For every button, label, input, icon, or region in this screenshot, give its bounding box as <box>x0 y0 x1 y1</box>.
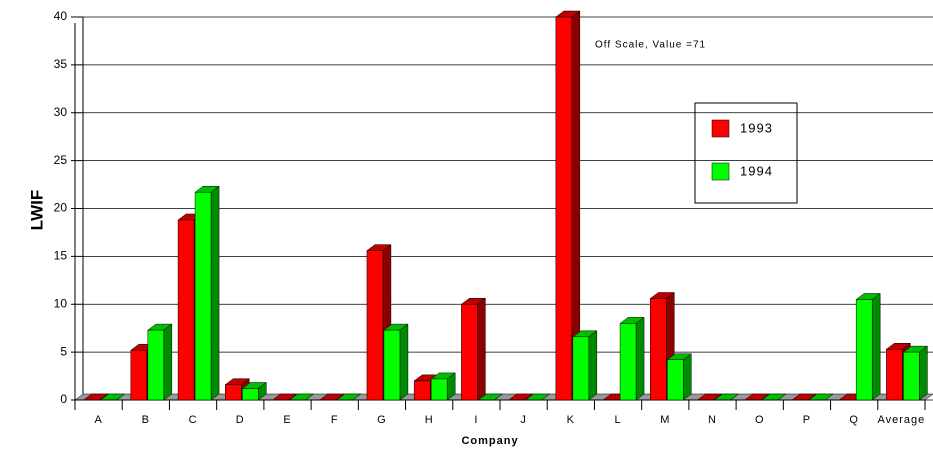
bar <box>241 382 268 401</box>
x-tick-label: F <box>331 414 339 426</box>
y-tick-label: 35 <box>54 57 68 71</box>
x-tick-label: Average <box>877 414 925 426</box>
legend-swatch <box>711 162 730 181</box>
bar <box>335 393 362 401</box>
x-axis-label: Company <box>461 435 518 447</box>
bar <box>791 393 817 401</box>
y-tick-label: 5 <box>60 344 67 358</box>
bar <box>430 372 456 401</box>
bar <box>147 323 173 401</box>
x-tick-label: E <box>283 414 291 426</box>
legend-box <box>694 102 798 204</box>
bar <box>271 393 298 401</box>
bar <box>318 393 345 401</box>
y-tick-label: 20 <box>54 201 68 215</box>
bar <box>460 297 487 401</box>
bar <box>696 393 723 401</box>
bar <box>383 323 409 401</box>
y-tick-label: 15 <box>54 249 68 263</box>
x-tick-label: H <box>425 414 434 426</box>
x-tick-label: I <box>474 414 478 426</box>
bar <box>666 353 693 401</box>
bar <box>507 393 534 401</box>
y-tick-label: 10 <box>54 296 68 310</box>
legend-swatch <box>711 119 730 138</box>
bar <box>555 10 581 401</box>
bar <box>855 292 881 401</box>
legend-label: 1993 <box>740 120 773 135</box>
y-tick-label: 0 <box>60 392 67 406</box>
bar <box>99 393 126 401</box>
x-tick-label: K <box>567 414 575 426</box>
x-tick-label: L <box>614 414 621 426</box>
bar <box>82 393 109 401</box>
bar <box>760 393 787 401</box>
bar <box>619 316 645 401</box>
bar <box>477 393 504 401</box>
x-tick-label: N <box>708 414 717 426</box>
y-tick-label: 30 <box>54 105 68 119</box>
x-tick-label: J <box>520 414 527 426</box>
x-tick-label: P <box>803 414 811 426</box>
x-tick-label: C <box>189 414 198 426</box>
y-axis-label: LWIF <box>27 190 46 231</box>
x-tick-label: A <box>94 414 102 426</box>
bar <box>743 393 770 401</box>
bar <box>808 393 834 401</box>
x-tick-label: D <box>236 414 245 426</box>
bar <box>288 393 315 401</box>
bar <box>572 330 598 401</box>
x-tick-label: O <box>755 414 765 426</box>
x-tick-label: B <box>142 414 150 426</box>
x-tick-label: M <box>660 414 670 426</box>
x-tick-label: Q <box>849 414 859 426</box>
y-tick-label: 40 <box>54 9 68 23</box>
legend-label: 1994 <box>740 163 773 178</box>
y-tick-label: 25 <box>54 153 68 167</box>
bar <box>524 393 551 401</box>
bar <box>194 185 220 401</box>
bar <box>902 345 929 401</box>
x-tick-label: G <box>377 414 387 426</box>
bar <box>713 393 740 401</box>
annotation: Off Scale, Value =71 <box>595 40 706 51</box>
